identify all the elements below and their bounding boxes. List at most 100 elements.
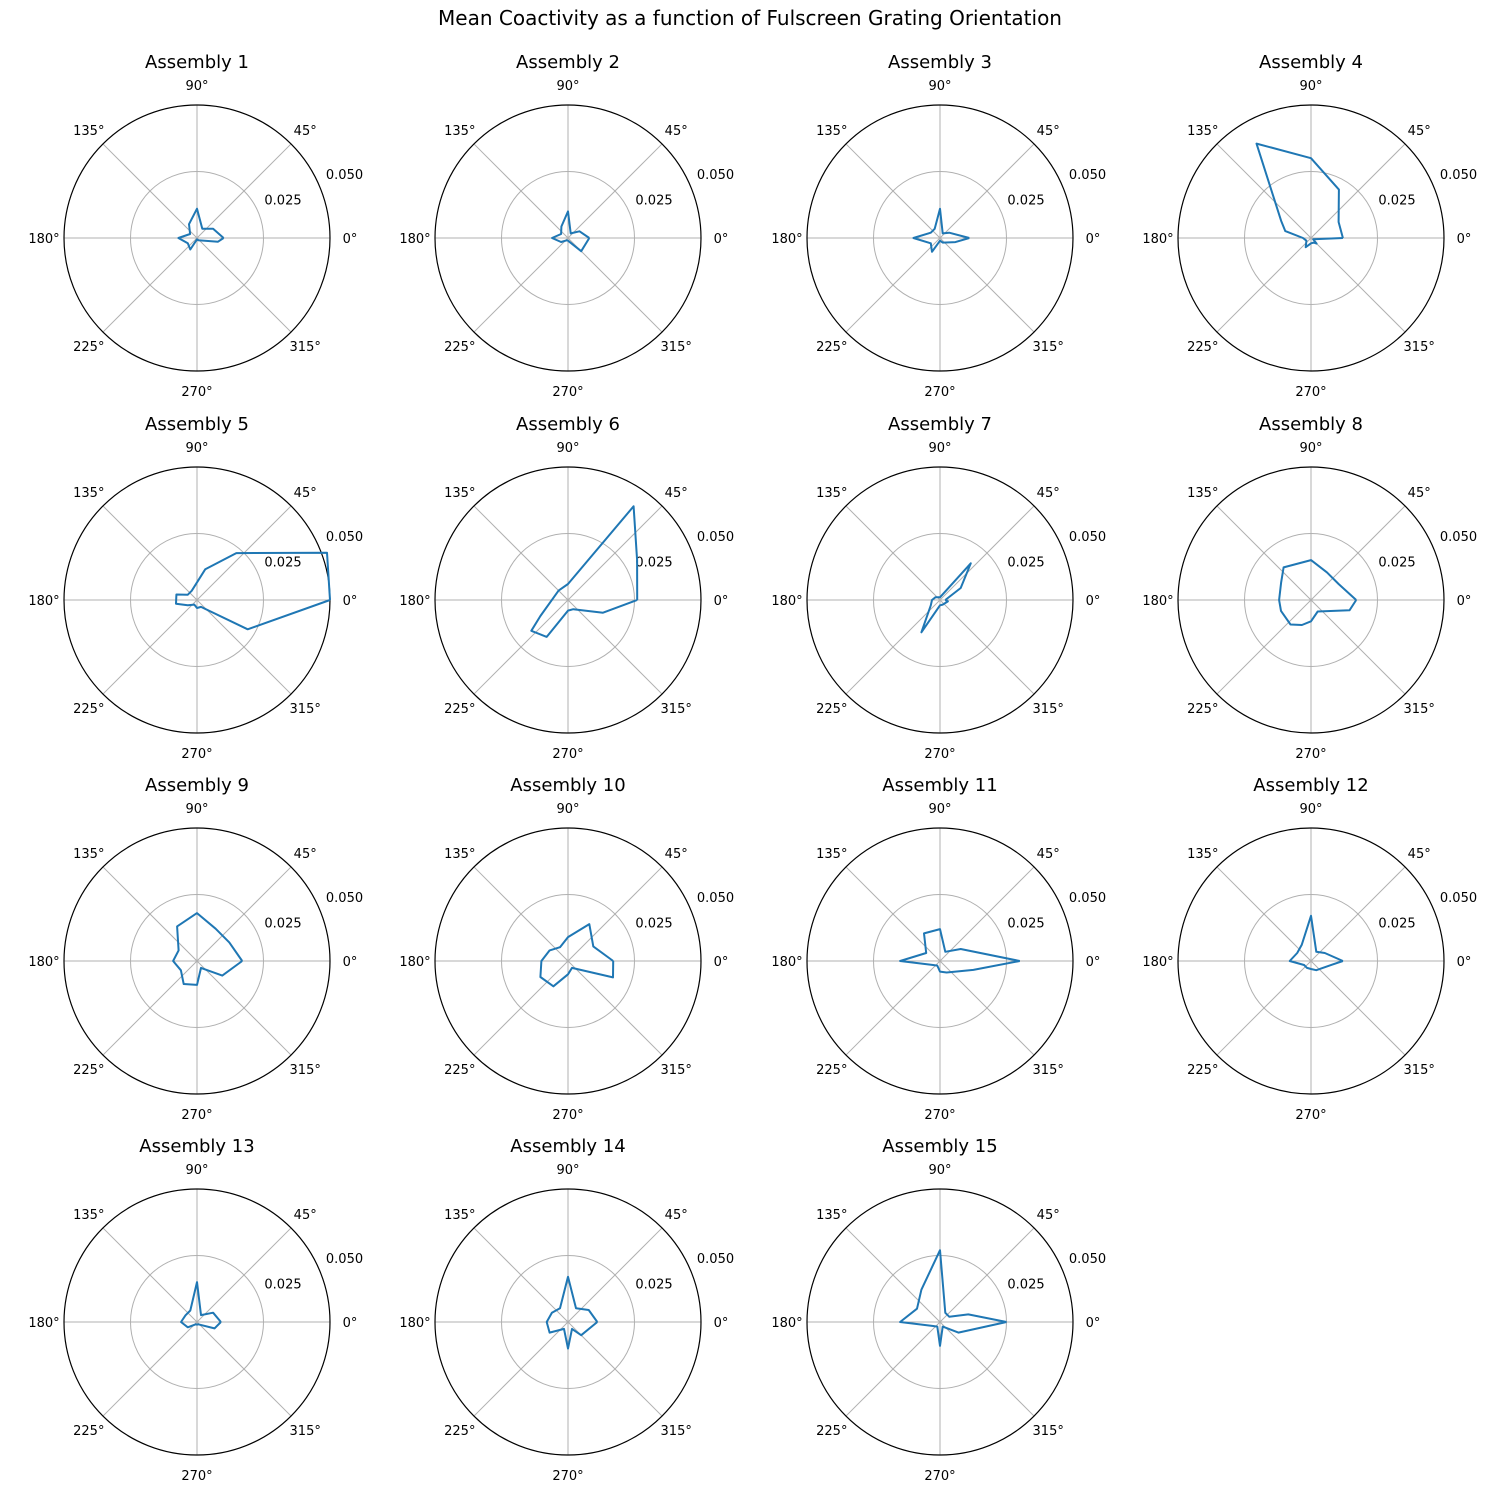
theta-tick-label: 90° [185,1163,208,1178]
polar-panel: Assembly 8 0° 45° 90° 135° 180° 225° 270° 315° 0.… [1142,414,1477,762]
polar-panel: Assembly 5 0° 45° 90° 135° 180° 225° 270° 315° 0.… [28,414,363,762]
theta-tick-label: 90° [928,1163,951,1178]
theta-tick-label: 0° [714,232,729,247]
theta-tick-label: 180° [771,232,802,247]
coactivity-line [899,1249,1007,1347]
theta-tick-label: 90° [556,441,579,456]
polar-panel: Assembly 9 0° 45° 90° 135° 180° 225° 270° 315° 0.… [28,775,363,1123]
polar-panel: Assembly 13 0° 45° 90° 135° 180° 225° 270° 315° 0… [28,1136,363,1484]
r-tick-label: 0.050 [1440,530,1477,545]
theta-tick-label: 45° [665,486,688,501]
theta-tick-label: 45° [1408,124,1431,139]
theta-tick-label: 90° [1299,441,1322,456]
r-tick-label: 0.050 [1069,168,1106,183]
r-tick-label: 0.050 [1440,168,1477,183]
theta-tick-label: 315° [1033,1063,1064,1078]
theta-tick-label: 180° [771,955,802,970]
polar-spine [434,466,702,734]
theta-tick-label: 315° [661,1424,692,1439]
theta-tick-label: 225° [816,1424,847,1439]
theta-tick-label: 270° [181,747,212,762]
theta-tick-label: 45° [665,847,688,862]
theta-tick-label: 90° [1299,79,1322,94]
r-tick-label: 0.050 [697,168,734,183]
theta-tick-label: 135° [444,486,475,501]
theta-tick-label: 315° [1033,702,1064,717]
r-tick-label: 0.025 [1007,556,1044,571]
theta-tick-label: 90° [556,79,579,94]
panel-title: Assembly 8 [1259,414,1363,435]
theta-tick-label: 225° [816,702,847,717]
panel-title: Assembly 2 [516,52,620,73]
theta-tick-label: 315° [661,340,692,355]
theta-tick-label: 90° [185,802,208,817]
theta-tick-label: 225° [73,1424,104,1439]
theta-tick-label: 45° [1037,124,1060,139]
r-tick-label: 0.050 [1440,891,1477,906]
theta-tick-label: 180° [399,232,430,247]
theta-tick-label: 225° [816,340,847,355]
theta-tick-label: 315° [661,702,692,717]
r-gridline [501,171,635,305]
theta-tick-label: 180° [399,1316,430,1331]
r-gridline [501,894,635,1028]
panel-title: Assembly 1 [145,52,249,73]
polar-panel: Assembly 1 0° 45° 90° 135° 180° 225° 270° 315° 0.… [28,52,363,400]
panel-title: Assembly 15 [882,1136,997,1157]
r-tick-label: 0.050 [326,168,363,183]
theta-tick-label: 270° [181,385,212,400]
polar-spine [434,104,702,372]
panel-title: Assembly 3 [888,52,992,73]
theta-tick-label: 45° [294,1208,317,1223]
theta-tick-label: 90° [185,79,208,94]
theta-tick-label: 135° [1187,124,1218,139]
r-tick-label: 0.025 [1378,194,1415,209]
polar-panel: Assembly 7 0° 45° 90° 135° 180° 225° 270° 315° 0.… [771,414,1106,762]
panel-title: Assembly 12 [1253,775,1368,796]
r-tick-label: 0.050 [326,1252,363,1267]
theta-tick-label: 45° [1037,486,1060,501]
theta-tick-label: 90° [185,441,208,456]
polar-spine [434,1188,702,1456]
r-tick-label: 0.050 [326,891,363,906]
theta-tick-label: 0° [714,955,729,970]
coactivity-line [530,505,639,638]
theta-tick-label: 225° [73,1063,104,1078]
theta-tick-label: 45° [665,124,688,139]
theta-tick-label: 315° [1404,340,1435,355]
panel-title: Assembly 13 [139,1136,254,1157]
theta-tick-label: 225° [444,702,475,717]
theta-tick-label: 315° [290,340,321,355]
r-tick-label: 0.025 [1007,1278,1044,1293]
theta-tick-label: 270° [1295,385,1326,400]
polar-panel: Assembly 15 0° 45° 90° 135° 180° 225° 270° 315° 0… [771,1136,1106,1484]
theta-tick-label: 0° [343,955,358,970]
r-gridline [501,1255,635,1389]
theta-tick-label: 90° [1299,802,1322,817]
theta-tick-label: 270° [924,1469,955,1484]
theta-tick-label: 315° [1404,702,1435,717]
theta-tick-label: 45° [294,124,317,139]
theta-tick-label: 315° [290,1424,321,1439]
theta-tick-label: 315° [661,1063,692,1078]
coactivity-line [175,551,331,631]
theta-tick-label: 315° [1033,1424,1064,1439]
theta-tick-label: 135° [1187,847,1218,862]
theta-tick-label: 180° [28,1316,59,1331]
panel-title: Assembly 9 [145,775,249,796]
coactivity-line [180,1281,222,1330]
polar-panel: Assembly 4 0° 45° 90° 135° 180° 225° 270° 315° 0.… [1142,52,1477,400]
coactivity-line [1288,914,1344,972]
theta-tick-label: 135° [816,847,847,862]
coactivity-line [1255,142,1344,249]
theta-tick-label: 225° [1187,702,1218,717]
theta-tick-label: 315° [1404,1063,1435,1078]
theta-tick-label: 270° [552,1108,583,1123]
theta-tick-label: 270° [1295,747,1326,762]
r-gridline [873,171,1007,305]
theta-tick-label: 45° [294,847,317,862]
polar-spine [806,104,1074,372]
theta-tick-label: 0° [343,594,358,609]
r-tick-label: 0.050 [1069,1252,1106,1267]
